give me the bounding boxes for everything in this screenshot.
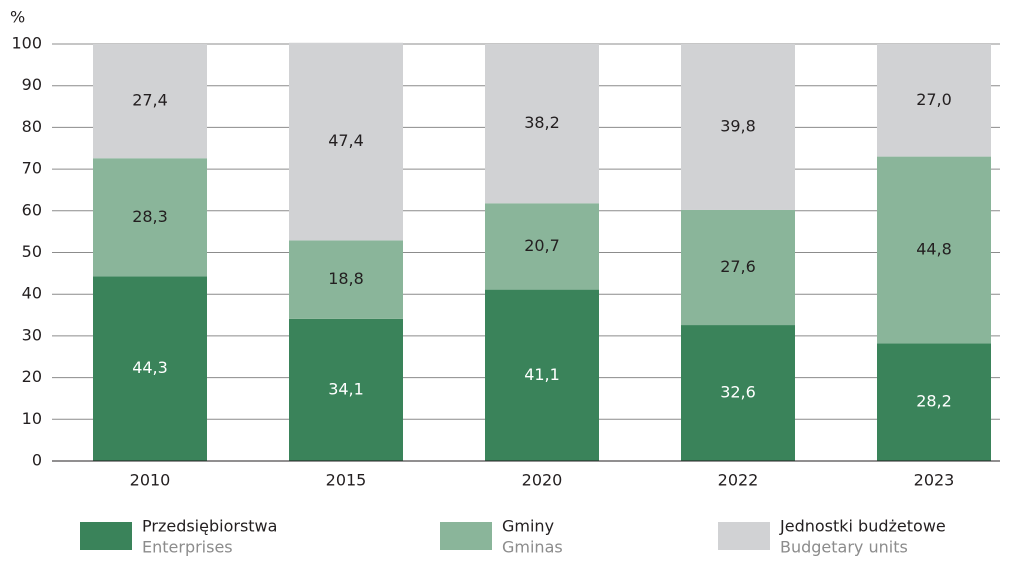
legend-label: Przedsiębiorstwa [142,517,277,536]
y-tick-label: 70 [22,159,42,178]
data-label: 39,8 [720,116,756,135]
data-label: 20,7 [524,236,560,255]
data-label: 28,2 [916,392,952,411]
y-tick-label: 100 [11,34,42,53]
x-tick-label: 2020 [522,471,563,490]
legend-label: Gminy [502,517,554,536]
y-axis-label: % [10,8,25,27]
y-tick-label: 90 [22,75,42,94]
y-tick-label: 10 [22,409,42,428]
bar-segment [93,276,207,461]
bar-segment [289,240,403,319]
legend-label-en: Enterprises [142,538,233,557]
legend-label-en: Budgetary units [780,538,908,557]
bar-segment [93,158,207,277]
bar-segment [877,44,991,157]
bar-segment [289,318,403,461]
x-tick-label: 2015 [326,471,367,490]
data-label: 27,0 [916,90,952,109]
x-tick-label: 2010 [130,471,171,490]
x-tick-label: 2023 [914,471,955,490]
data-label: 32,6 [720,383,756,402]
data-label: 44,3 [132,358,168,377]
bar-segment [485,289,599,461]
y-tick-label: 60 [22,200,42,219]
bar-segment [93,44,207,159]
y-tick-label: 0 [32,451,42,470]
data-label: 47,4 [328,131,364,150]
bar-segment [485,203,599,290]
y-tick-label: 20 [22,367,42,386]
data-label: 34,1 [328,379,364,398]
data-label: 27,6 [720,257,756,276]
data-label: 28,3 [132,207,168,226]
legend-swatch [718,522,770,550]
bar-segment [681,44,795,210]
legend-label: Jednostki budżetowe [779,517,946,536]
data-label: 44,8 [916,239,952,258]
bar-segment [877,156,991,344]
x-tick-label: 2022 [718,471,759,490]
y-tick-label: 80 [22,117,42,136]
bar-segment [681,209,795,326]
data-label: 27,4 [132,91,168,110]
bar-segment [681,325,795,461]
data-label: 18,8 [328,269,364,288]
y-tick-label: 50 [22,242,42,261]
bar-segment [485,44,599,204]
legend-label-en: Gminas [502,538,563,557]
legend-swatch [80,522,132,550]
bar-segment [877,343,991,461]
y-tick-label: 30 [22,325,42,344]
data-label: 41,1 [524,365,560,384]
y-tick-label: 40 [22,284,42,303]
bar-segment [289,42,403,241]
data-label: 38,2 [524,113,560,132]
legend-swatch [440,522,492,550]
